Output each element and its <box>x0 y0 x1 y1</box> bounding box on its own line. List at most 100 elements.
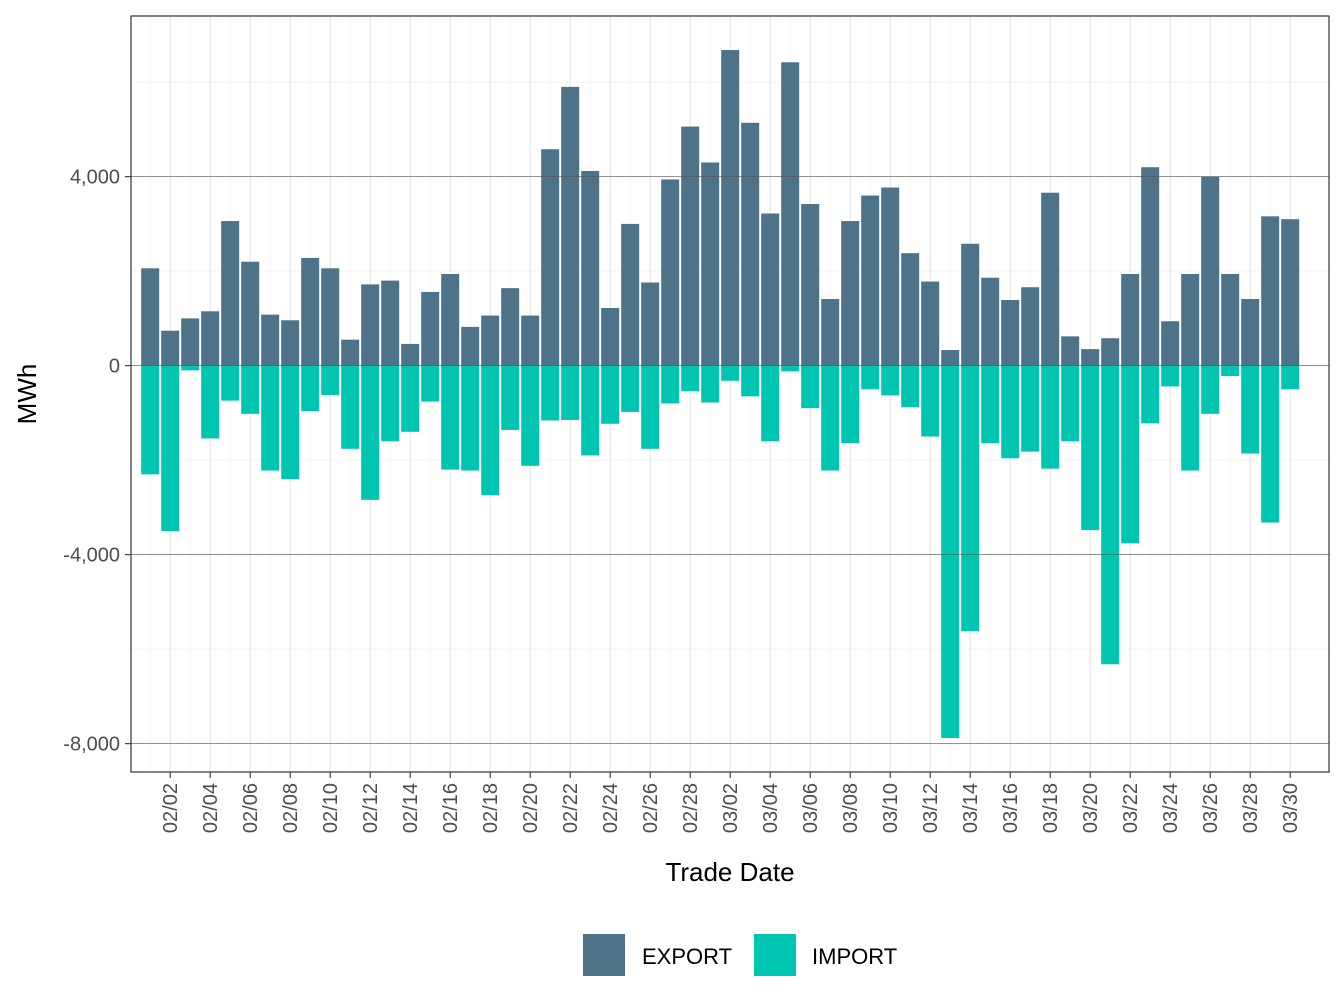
bar-export-13 <box>381 280 400 366</box>
bar-import-54 <box>1201 365 1220 414</box>
x-tick-label: 03/14 <box>960 783 982 833</box>
bar-import-2 <box>161 365 180 532</box>
bar-import-19 <box>501 365 520 430</box>
bar-import-33 <box>781 365 800 372</box>
bar-export-54 <box>1201 176 1220 366</box>
bar-export-48 <box>1081 349 1100 366</box>
x-tick-label: 03/12 <box>920 783 942 833</box>
bar-export-2 <box>161 330 180 366</box>
x-tick-label: 03/08 <box>840 783 862 833</box>
bar-export-11 <box>341 339 360 366</box>
y-tick-label: -8,000 <box>63 734 120 756</box>
x-tick-label: 02/26 <box>640 783 662 833</box>
bar-export-34 <box>801 204 820 366</box>
x-tick-label: 02/20 <box>520 783 542 833</box>
bar-import-10 <box>321 365 340 395</box>
x-tick-label: 03/30 <box>1280 783 1302 833</box>
bar-import-7 <box>261 365 280 471</box>
x-tick-label: 03/10 <box>880 783 902 833</box>
bar-import-8 <box>281 365 300 480</box>
bar-export-17 <box>461 326 480 366</box>
bar-import-55 <box>1221 365 1240 377</box>
bar-import-58 <box>1281 365 1300 390</box>
bar-export-51 <box>1141 167 1160 366</box>
x-tick-label: 02/04 <box>200 783 222 833</box>
bar-import-15 <box>421 365 440 402</box>
x-tick-label: 03/22 <box>1120 783 1142 833</box>
bar-export-22 <box>561 86 580 366</box>
x-tick-label: 02/02 <box>160 783 182 833</box>
x-tick-label: 03/28 <box>1240 783 1262 833</box>
y-tick-label: 4,000 <box>70 167 120 189</box>
bar-import-5 <box>221 365 240 401</box>
bar-import-48 <box>1081 365 1100 531</box>
bar-import-34 <box>801 365 820 409</box>
bar-import-24 <box>601 365 620 424</box>
bar-export-36 <box>841 221 860 366</box>
x-tick-label: 03/06 <box>800 783 822 833</box>
bar-export-1 <box>141 268 160 366</box>
bar-import-51 <box>1141 365 1160 424</box>
bar-import-29 <box>701 365 720 403</box>
bar-import-50 <box>1121 365 1140 544</box>
x-tick-label: 03/24 <box>1160 783 1182 833</box>
bar-export-28 <box>681 126 700 366</box>
bar-export-29 <box>701 162 720 366</box>
bar-export-31 <box>741 122 760 366</box>
bar-import-57 <box>1261 365 1280 523</box>
bar-export-38 <box>881 187 900 366</box>
bar-import-21 <box>541 365 560 421</box>
bar-export-58 <box>1281 219 1300 366</box>
bar-export-25 <box>621 223 640 366</box>
bar-import-25 <box>621 365 640 412</box>
legend-label-export: EXPORT <box>642 944 732 969</box>
bars <box>131 50 1329 745</box>
bar-export-20 <box>521 315 540 366</box>
bar-import-53 <box>1181 365 1200 471</box>
bar-export-16 <box>441 273 460 366</box>
bar-import-49 <box>1101 365 1120 665</box>
x-tick-label: 02/06 <box>240 783 262 833</box>
bar-export-50 <box>1121 273 1140 366</box>
x-tick-label: 02/10 <box>320 783 342 833</box>
bar-import-32 <box>761 365 780 442</box>
bar-export-56 <box>1241 299 1260 366</box>
bar-export-5 <box>221 221 240 366</box>
bar-import-39 <box>901 365 920 408</box>
bar-import-26 <box>641 365 660 449</box>
bar-import-1 <box>141 365 160 475</box>
bar-export-7 <box>261 314 280 366</box>
bar-export-32 <box>761 213 780 366</box>
bar-export-41 <box>941 350 960 366</box>
bar-import-41 <box>941 365 960 738</box>
bar-import-37 <box>861 365 880 390</box>
bar-import-27 <box>661 365 680 404</box>
bar-export-27 <box>661 179 680 366</box>
bar-export-47 <box>1061 336 1080 366</box>
bar-import-38 <box>881 365 900 396</box>
y-tick-label: -4,000 <box>63 545 120 567</box>
bar-import-28 <box>681 365 700 392</box>
bar-import-6 <box>241 365 260 414</box>
x-tick-label: 02/18 <box>480 783 502 833</box>
bar-export-8 <box>281 320 300 366</box>
legend: EXPORT IMPORT <box>583 934 897 976</box>
bar-import-43 <box>981 365 1000 444</box>
bar-export-44 <box>1001 299 1020 366</box>
bar-import-16 <box>441 365 460 470</box>
x-tick-label: 02/14 <box>400 783 422 833</box>
bar-export-52 <box>1161 321 1180 366</box>
bar-export-33 <box>781 62 800 366</box>
bar-export-14 <box>401 343 420 366</box>
bar-export-39 <box>901 253 920 366</box>
bar-export-46 <box>1041 192 1060 366</box>
legend-key-export <box>583 934 625 976</box>
bar-export-30 <box>721 50 740 366</box>
x-tick-label: 02/28 <box>680 783 702 833</box>
bar-export-43 <box>981 277 1000 366</box>
bar-export-42 <box>961 243 980 366</box>
bar-import-31 <box>741 365 760 397</box>
bar-import-30 <box>721 365 740 381</box>
x-tick-label: 02/16 <box>440 783 462 833</box>
bar-export-49 <box>1101 338 1120 366</box>
